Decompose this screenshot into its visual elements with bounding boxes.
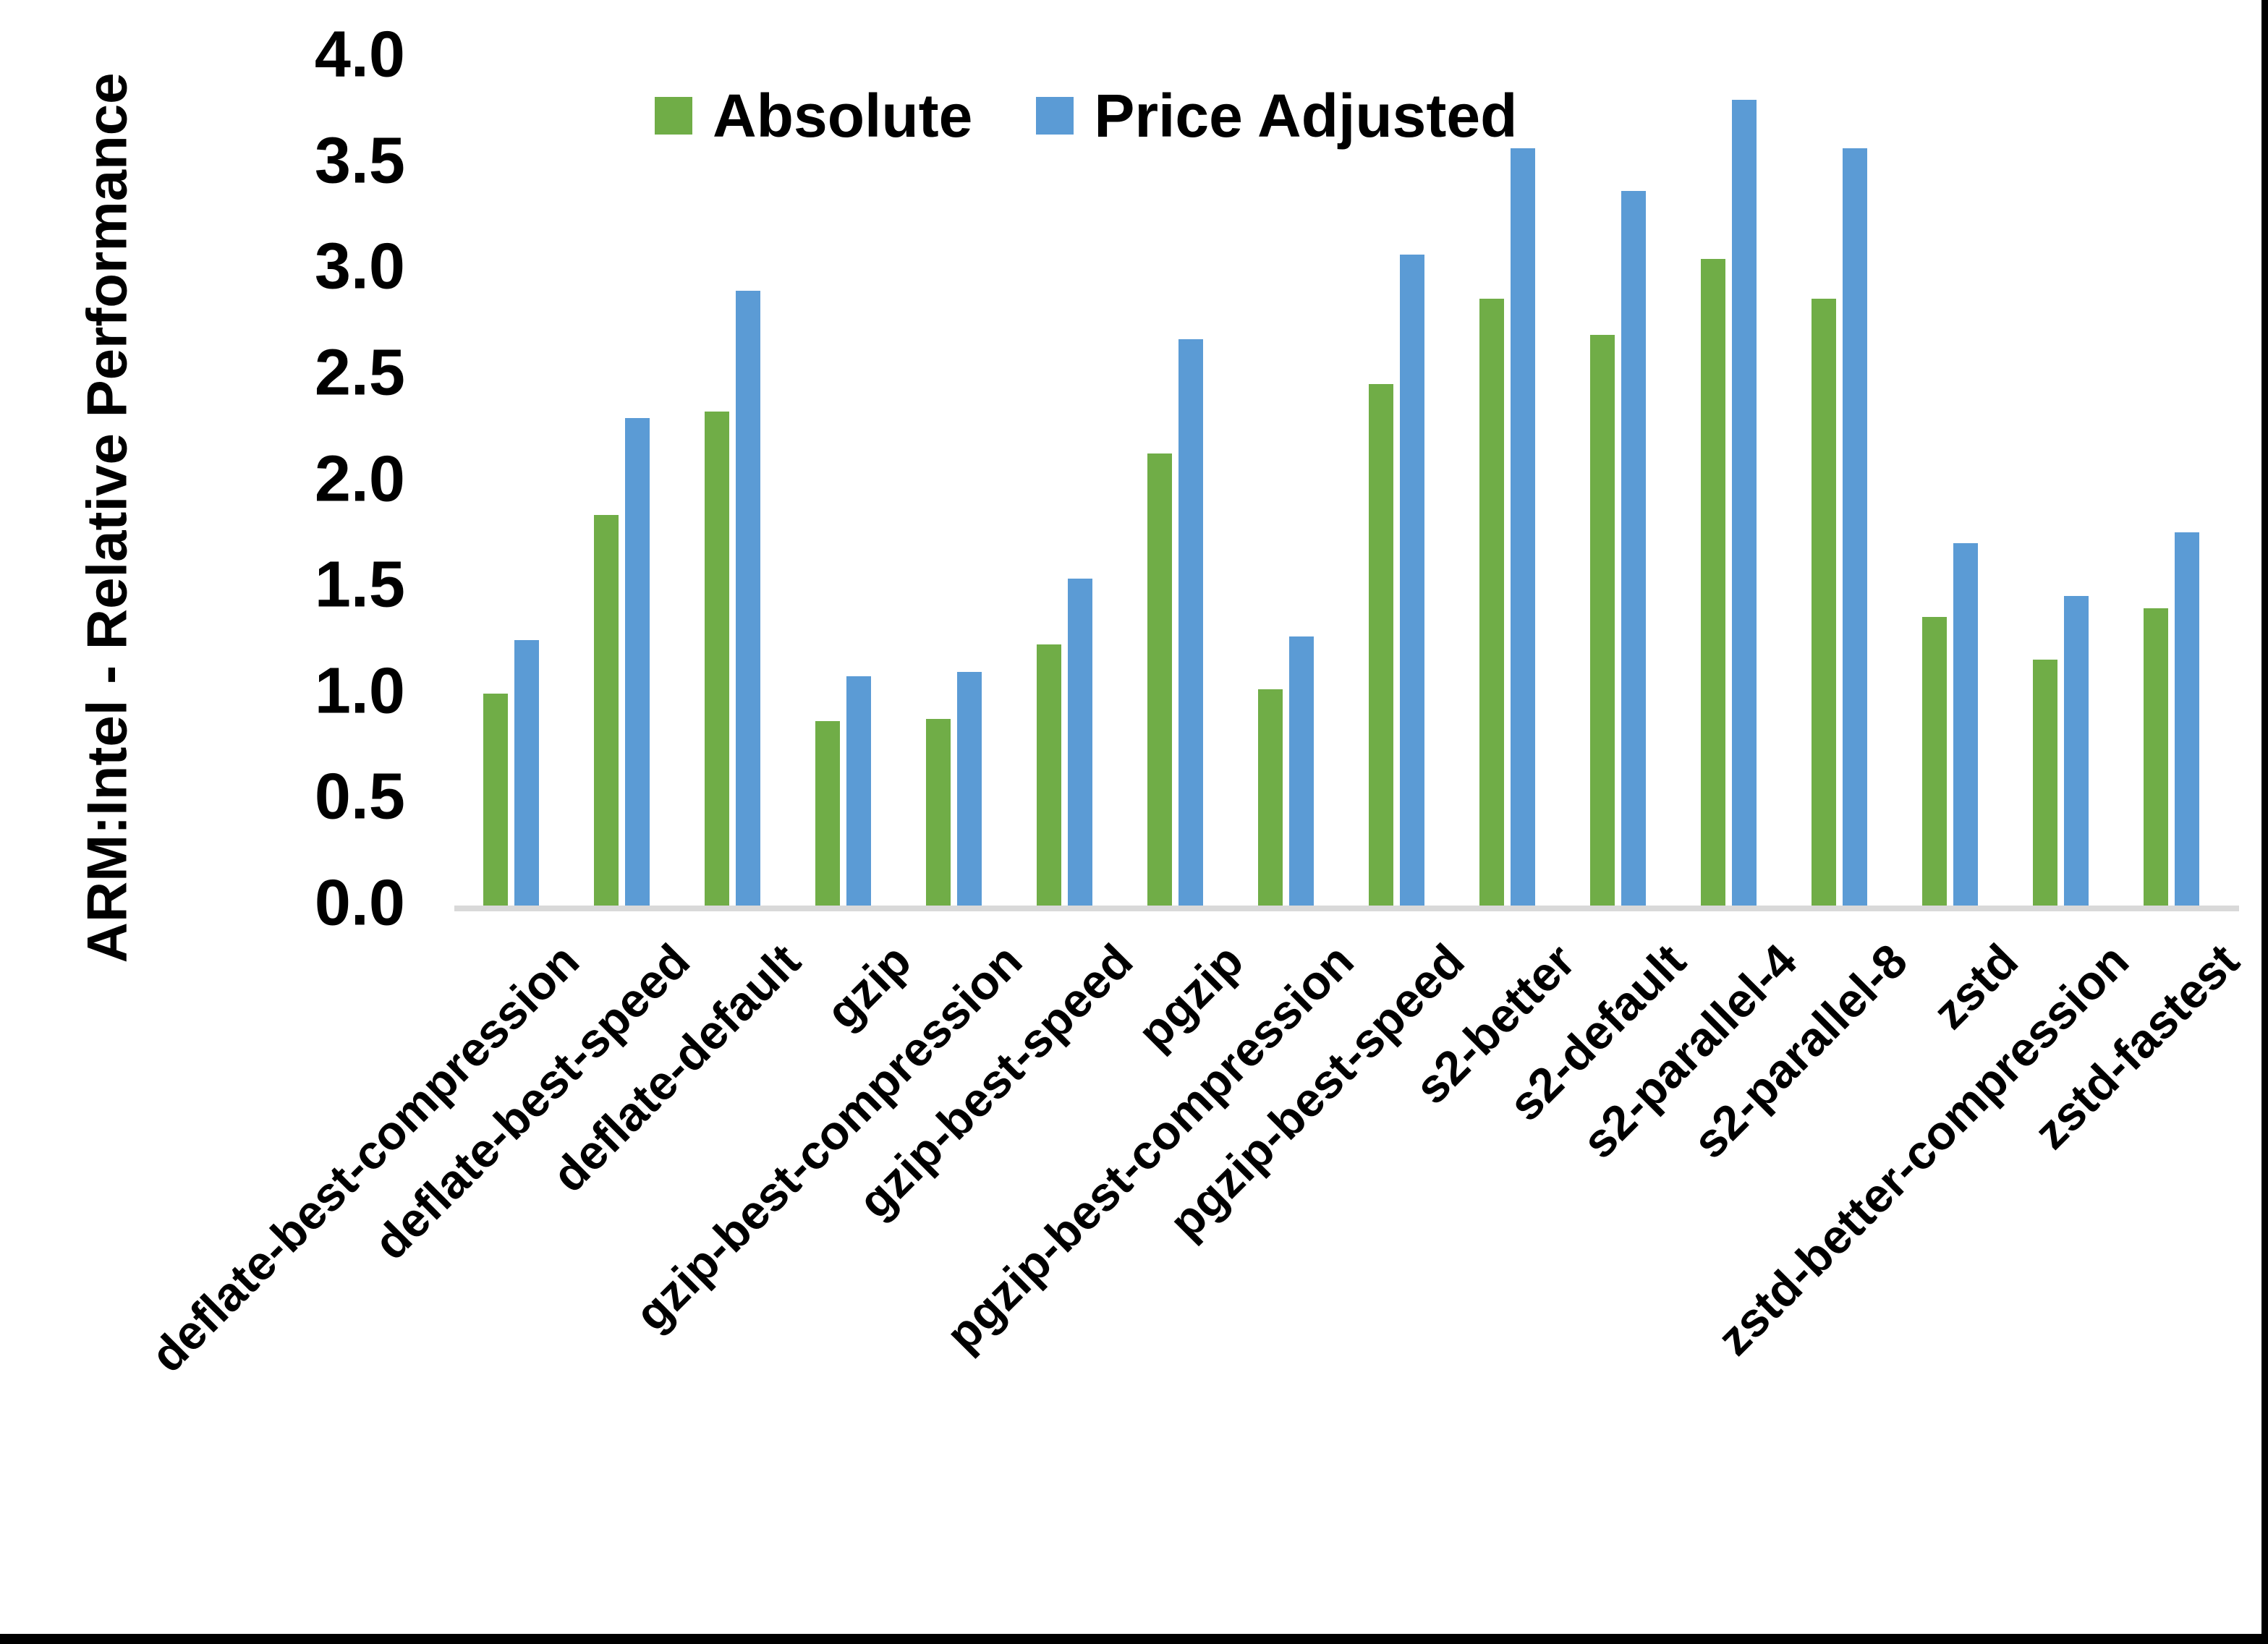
- bar-price-adjusted-s2-default: [1621, 190, 1646, 906]
- y-tick-label-4.0: 4.0: [314, 18, 405, 91]
- y-tick-label-1.0: 1.0: [314, 655, 405, 728]
- legend-item-absolute: Absolute: [655, 85, 972, 146]
- bar-absolute-pgzip: [1147, 453, 1172, 906]
- y-tick-label-1.5: 1.5: [314, 548, 405, 621]
- y-tick-label-0.5: 0.5: [314, 760, 405, 833]
- plot-area: [454, 57, 2239, 911]
- bar-absolute-pgzip-best-speed: [1369, 383, 1393, 906]
- bar-price-adjusted-zstd: [1953, 542, 1978, 906]
- bar-price-adjusted-gzip-best-speed: [1068, 579, 1092, 906]
- bar-absolute-zstd-fastest: [2144, 608, 2168, 906]
- bar-absolute-deflate-best-speed: [594, 515, 619, 906]
- bar-price-adjusted-s2-parallel-4: [1732, 99, 1757, 906]
- bar-price-adjusted-gzip-best-compression: [957, 672, 982, 906]
- bar-price-adjusted-pgzip-best-speed: [1400, 254, 1424, 906]
- bar-price-adjusted-s2-better: [1511, 148, 1535, 906]
- y-tick-label-0.0: 0.0: [314, 866, 405, 940]
- bar-price-adjusted-deflate-best-compression: [514, 640, 539, 906]
- bar-absolute-s2-better: [1479, 299, 1504, 906]
- bar-absolute-s2-parallel-8: [1812, 299, 1836, 906]
- legend-swatch-icon: [1036, 97, 1074, 135]
- y-axis-title: ARM:Intel - Relative Performance: [75, 72, 139, 963]
- bar-absolute-deflate-best-compression: [483, 693, 508, 906]
- bar-absolute-zstd-better-compression: [2033, 659, 2057, 906]
- legend-label: Absolute: [713, 82, 973, 150]
- legend-swatch-icon: [655, 97, 692, 135]
- legend: Absolute Price Adjusted: [655, 85, 1517, 146]
- legend-item-price-adjusted: Price Adjusted: [1036, 85, 1517, 146]
- bar-absolute-gzip-best-speed: [1037, 644, 1061, 906]
- y-tick-label-3.5: 3.5: [314, 124, 405, 197]
- bar-absolute-zstd: [1922, 617, 1947, 906]
- bar-price-adjusted-pgzip: [1178, 339, 1203, 906]
- bar-price-adjusted-deflate-default: [736, 290, 760, 906]
- bar-absolute-gzip-best-compression: [926, 718, 951, 906]
- bar-price-adjusted-zstd-fastest: [2175, 532, 2199, 906]
- bar-absolute-deflate-default: [705, 411, 729, 906]
- x-axis-label-deflate-best-compression: deflate-best-compression: [140, 933, 590, 1382]
- bar-price-adjusted-pgzip-best-compression: [1289, 636, 1314, 906]
- legend-label: Price Adjusted: [1094, 82, 1518, 150]
- bar-absolute-gzip: [815, 720, 840, 906]
- y-tick-label-2.0: 2.0: [314, 442, 405, 515]
- bar-price-adjusted-deflate-best-speed: [625, 417, 650, 906]
- y-tick-label-2.5: 2.5: [314, 336, 405, 409]
- bar-absolute-s2-default: [1590, 335, 1615, 906]
- y-tick-label-3.0: 3.0: [314, 230, 405, 303]
- bar-price-adjusted-s2-parallel-8: [1843, 148, 1867, 906]
- bar-price-adjusted-gzip: [846, 676, 871, 906]
- bar-absolute-s2-parallel-4: [1701, 258, 1725, 906]
- bar-absolute-pgzip-best-compression: [1258, 689, 1283, 906]
- bar-price-adjusted-zstd-better-compression: [2064, 595, 2089, 906]
